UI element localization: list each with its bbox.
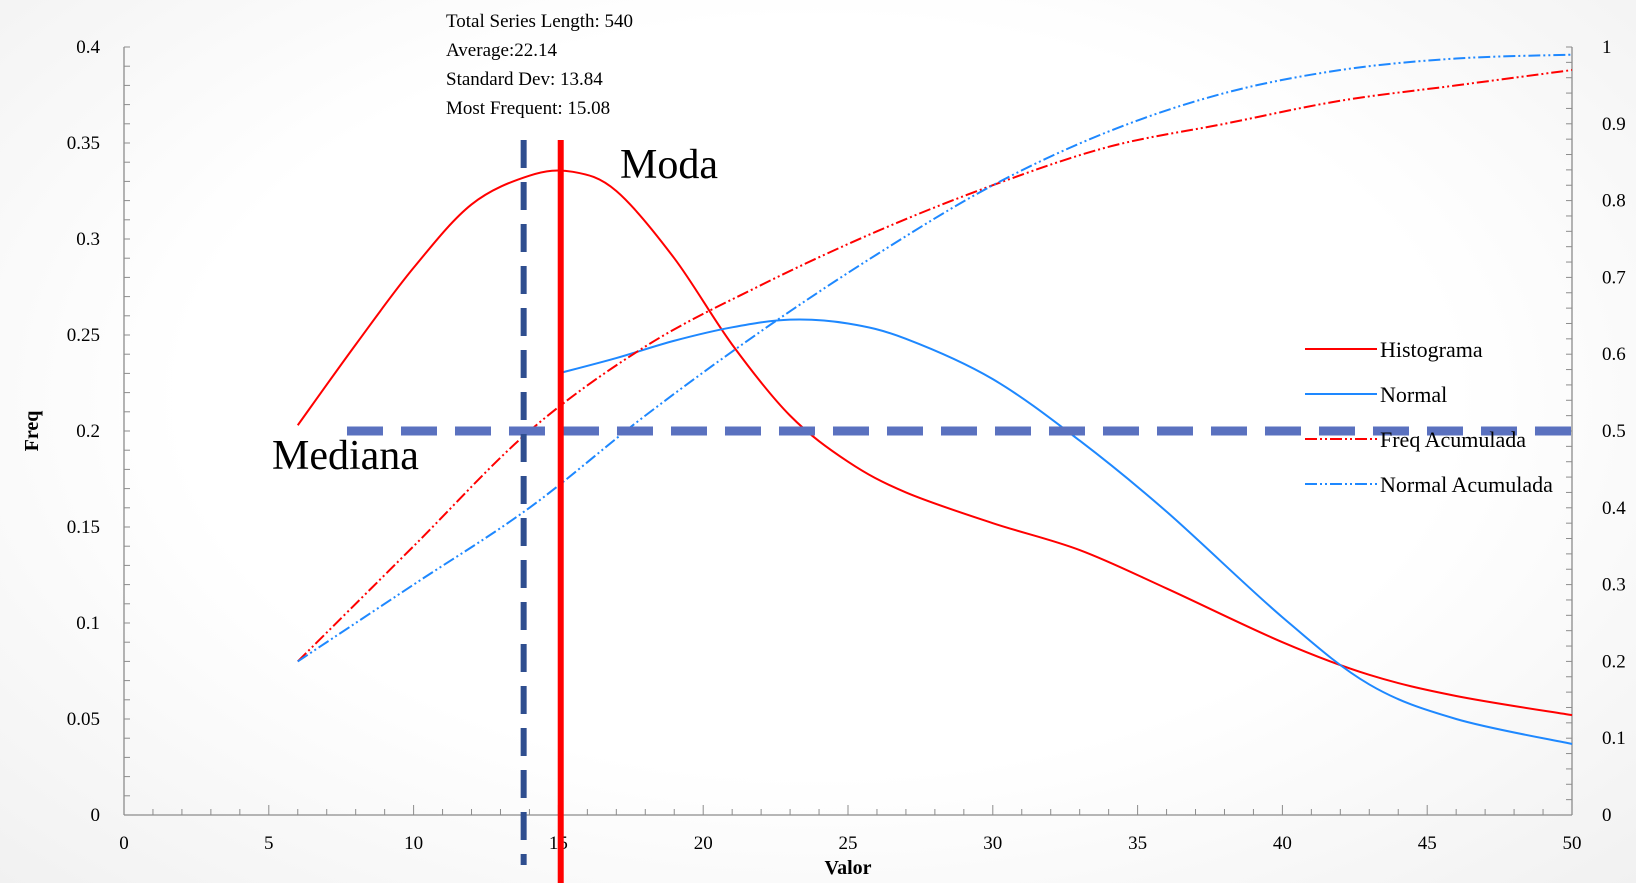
y2-tick-label: 0.3 <box>1602 575 1626 596</box>
y-tick-label: 0.1 <box>76 613 100 634</box>
y2-tick-label: 0.5 <box>1602 421 1626 442</box>
stats-line-1: Average:22.14 <box>446 40 557 61</box>
series-line-3 <box>297 53 1573 663</box>
x-tick-label: 5 <box>264 833 274 854</box>
moda-label: Moda <box>620 142 718 188</box>
y2-tick-label: 0.9 <box>1602 114 1626 135</box>
y2-tick-label: 0.7 <box>1602 267 1626 288</box>
y2-tick-label: 0.6 <box>1602 344 1626 365</box>
y2-tick-label: 0.8 <box>1602 191 1626 212</box>
stats-line-2: Standard Dev: 13.84 <box>446 69 603 90</box>
x-tick-label: 40 <box>1273 833 1292 854</box>
x-tick-label: 10 <box>404 833 423 854</box>
stats-line-0: Total Series Length: 540 <box>446 11 633 32</box>
x-axis-title: Valor <box>824 857 871 879</box>
y-axis-title: Freq <box>21 411 43 452</box>
y-tick-label: 0.4 <box>76 37 100 58</box>
y-tick-label: 0.15 <box>67 517 100 538</box>
legend-label-0: Histograma <box>1380 337 1483 362</box>
x-tick-label: 50 <box>1563 833 1582 854</box>
y-tick-label: 0.35 <box>67 133 100 154</box>
y-tick-label: 0.25 <box>67 325 100 346</box>
y-tick-label: 0 <box>91 805 101 826</box>
y2-tick-label: 0.1 <box>1602 728 1626 749</box>
x-tick-label: 20 <box>694 833 713 854</box>
mediana-label: Mediana <box>272 433 419 479</box>
y-tick-label: 0.05 <box>67 709 100 730</box>
x-tick-label: 45 <box>1418 833 1437 854</box>
y2-tick-label: 0.4 <box>1602 498 1626 519</box>
y2-tick-label: 0.2 <box>1602 651 1626 672</box>
y2-tick-label: 1 <box>1602 37 1612 58</box>
x-tick-label: 35 <box>1128 833 1147 854</box>
x-tick-label: 25 <box>839 833 858 854</box>
series-line-1 <box>558 318 1573 745</box>
series-line-0 <box>296 169 1573 717</box>
stats-line-3: Most Frequent: 15.08 <box>446 98 610 119</box>
y-tick-label: 0.2 <box>76 421 100 442</box>
x-tick-label: 30 <box>983 833 1002 854</box>
legend-label-2: Freq Acumulada <box>1380 427 1526 452</box>
series-line-2 <box>297 69 1573 663</box>
legend-label-3: Normal Acumulada <box>1380 472 1553 497</box>
y-tick-label: 0.3 <box>76 229 100 250</box>
y2-tick-label: 0 <box>1602 805 1612 826</box>
x-tick-label: 0 <box>119 833 129 854</box>
legend-label-1: Normal <box>1380 382 1447 407</box>
